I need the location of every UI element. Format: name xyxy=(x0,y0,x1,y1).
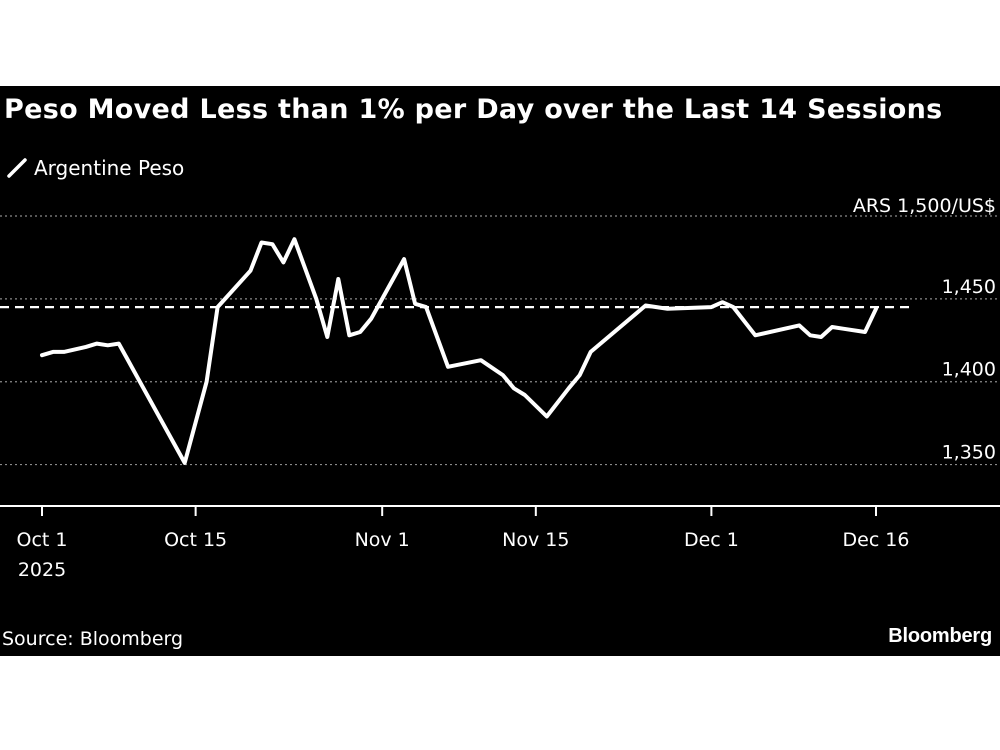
series-line-argentine-peso xyxy=(40,237,878,465)
brand-logo: Bloomberg xyxy=(888,625,992,647)
x-ticks: Oct 1 2025 Oct 15 Nov 1 Nov 15 Dec 1 Dec 16 xyxy=(17,506,910,581)
x-tick-sublabel: 2025 xyxy=(18,559,66,581)
source-note: Source: Bloomberg xyxy=(2,628,184,650)
y-tick-label: 1,350 xyxy=(942,442,996,464)
x-tick-label: Oct 15 xyxy=(164,529,227,551)
y-tick-label: 1,400 xyxy=(942,359,996,381)
chart-title: Peso Moved Less than 1% per Day over the… xyxy=(4,94,943,125)
legend-label: Argentine Peso xyxy=(34,156,185,180)
x-tick-label: Oct 1 xyxy=(17,529,68,551)
y-tick-label: 1,450 xyxy=(942,276,996,298)
x-tick-label: Nov 15 xyxy=(502,529,569,551)
chart-panel: Peso Moved Less than 1% per Day over the… xyxy=(0,86,1000,656)
legend-swatch-icon xyxy=(7,158,27,178)
x-tick-label: Nov 1 xyxy=(355,529,410,551)
y-tick-labels: 1,450 1,400 1,350 xyxy=(942,276,996,464)
gridlines xyxy=(0,215,1000,466)
legend: Argentine Peso xyxy=(6,154,184,182)
y-axis-unit-label: ARS 1,500/US$ xyxy=(853,195,996,217)
x-tick-label: Dec 16 xyxy=(843,529,910,551)
x-tick-label: Dec 1 xyxy=(684,529,739,551)
